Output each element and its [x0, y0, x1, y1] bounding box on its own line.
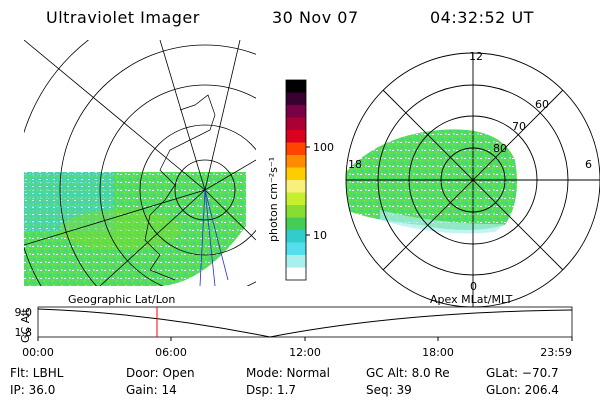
x-tick-0000: 00:00 [22, 346, 54, 359]
status-door: Door: Open [126, 366, 195, 380]
colorbar-band [286, 155, 306, 168]
polar-grid [345, 52, 600, 308]
colorbar-band [286, 180, 306, 193]
status-dsp: Dsp: 1.7 [246, 383, 297, 397]
colorbar-band [286, 80, 306, 93]
polar-mlat-mlt-panel: 12 18 6 0 60 70 80 [345, 50, 600, 308]
altitude-curve [37, 308, 573, 338]
coastline [144, 94, 216, 281]
geographic-map-panel [24, 40, 256, 286]
status-gcalt: GC Alt: 8.0 Re [366, 366, 450, 380]
colorbar-band [286, 230, 306, 243]
mlt-label-12: 12 [469, 50, 483, 63]
status-flt: Flt: LBHL [10, 366, 64, 380]
colorbar-band [286, 130, 306, 143]
date: 30 Nov 07 [272, 8, 359, 27]
colorbar-tick-100: 100 [313, 141, 334, 154]
mlt-label-0: 0 [470, 280, 477, 293]
altitude-tick-9: 9.0 [15, 306, 33, 319]
colorbar-band [286, 192, 306, 206]
status-ip: IP: 36.0 [10, 383, 56, 397]
geographic-caption: Geographic Lat/Lon [68, 293, 175, 306]
x-tick-1800: 18:00 [422, 346, 454, 359]
altitude-axis-label: GC Alt [19, 308, 32, 343]
mlat-label-70: 70 [512, 120, 526, 133]
colorbar-band [286, 267, 306, 281]
altitude-plot: Geographic Lat/Lon Apex MLat/MLT GC Alt … [15, 293, 573, 359]
x-tick-2359: 23:59 [540, 346, 572, 359]
x-tick-1200: 12:00 [289, 346, 321, 359]
colorbar-unit-label: photon cm⁻²s⁻¹ [267, 157, 280, 242]
mlat-label-60: 60 [535, 98, 549, 111]
status-glon: GLon: 206.4 [486, 383, 559, 397]
time: 04:32:52 UT [430, 8, 534, 27]
colorbar-band [286, 92, 306, 106]
status-seq: Seq: 39 [366, 383, 412, 397]
title: Ultraviolet Imager [46, 8, 200, 27]
colorbar-band [286, 205, 306, 218]
left-magnetic-lines [199, 189, 229, 286]
status-glat: GLat: −70.7 [486, 366, 559, 380]
x-tick-0600: 06:00 [155, 346, 187, 359]
colorbar-band [286, 255, 306, 268]
altitude-tick-1.8: 1.8 [15, 326, 33, 339]
left-grid [24, 40, 256, 286]
colorbar-tick-10: 10 [313, 229, 327, 242]
mlat-label-80: 80 [493, 142, 507, 155]
colorbar-band [286, 117, 306, 131]
mlt-label-6: 6 [585, 158, 592, 171]
altitude-plot-frame [37, 306, 573, 338]
colorbar-band [286, 167, 306, 181]
colorbar-band [286, 105, 306, 118]
colorbar-band [286, 242, 306, 256]
mlt-label-18: 18 [348, 158, 362, 171]
colorbar-band [286, 142, 306, 156]
colorbar-band [286, 217, 306, 231]
colorbar-scale [286, 80, 306, 281]
colorbar: 100 10 photon cm⁻²s⁻¹ [267, 79, 334, 281]
apex-caption: Apex MLat/MLT [430, 293, 513, 306]
status-gain: Gain: 14 [126, 383, 177, 397]
status-mode: Mode: Normal [246, 366, 330, 380]
